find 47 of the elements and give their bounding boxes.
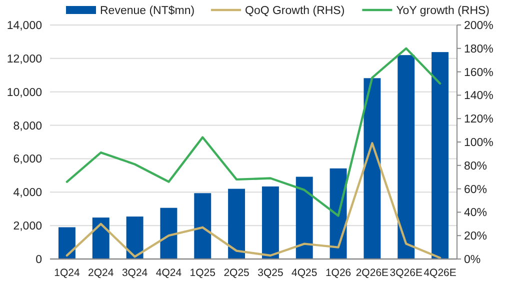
y2-tick-label: 100% xyxy=(464,137,494,150)
x-tick-label: 1Q24 xyxy=(54,267,80,279)
bar xyxy=(194,193,212,259)
bar xyxy=(92,218,110,259)
x-tick-label: 1Q26 xyxy=(325,267,352,279)
x-tick-label: 2Q24 xyxy=(88,267,114,279)
x-tick-label: 2Q25 xyxy=(224,267,250,279)
y-tick-label: 0 xyxy=(36,254,42,266)
y2-tick-label: 0% xyxy=(464,254,481,266)
bar xyxy=(432,52,449,259)
bar xyxy=(364,78,381,259)
bar xyxy=(228,188,246,259)
x-tick-label: 4Q25 xyxy=(292,267,318,279)
x-tick-label: 2Q26E xyxy=(356,267,389,279)
y2-tick-label: 200% xyxy=(464,20,494,32)
x-tick-label: 3Q24 xyxy=(122,267,148,279)
y-tick-label: 4,000 xyxy=(13,187,42,200)
y-tick-label: 8,000 xyxy=(13,120,42,132)
y2-tick-label: 80% xyxy=(464,160,488,172)
bar xyxy=(296,176,313,259)
y-tick-label: 6,000 xyxy=(13,154,42,166)
y-tick-label: 14,000 xyxy=(6,20,42,32)
x-tick-label: 3Q26E xyxy=(390,267,422,279)
bar xyxy=(160,208,178,259)
legend-label: QoQ Growth (RHS) xyxy=(245,5,345,18)
legend-label: Revenue (NT$mn) xyxy=(100,5,195,18)
bar xyxy=(58,227,76,259)
y-tick-label: 2,000 xyxy=(13,220,42,233)
y2-tick-label: 160% xyxy=(464,66,494,79)
x-tick-label: 3Q25 xyxy=(258,267,284,279)
y-tick-label: 12,000 xyxy=(6,53,42,66)
bar xyxy=(398,55,415,259)
bar xyxy=(262,186,279,259)
x-tick-label: 4Q26E xyxy=(424,267,456,279)
y2-tick-label: 60% xyxy=(464,184,488,196)
x-tick-label: 4Q24 xyxy=(156,267,182,279)
line-series xyxy=(66,142,442,259)
y2-tick-label: 120% xyxy=(464,114,494,126)
legend-label: YoY growth (RHS) xyxy=(396,5,490,18)
y2-tick-label: 40% xyxy=(464,207,488,220)
line-series xyxy=(66,47,442,217)
y2-tick-label: 180% xyxy=(464,43,494,56)
y2-tick-label: 140% xyxy=(464,90,494,102)
y-tick-label: 10,000 xyxy=(6,86,42,99)
x-tick-label: 1Q25 xyxy=(190,267,216,279)
bar xyxy=(126,216,144,259)
y2-tick-label: 20% xyxy=(464,230,488,243)
